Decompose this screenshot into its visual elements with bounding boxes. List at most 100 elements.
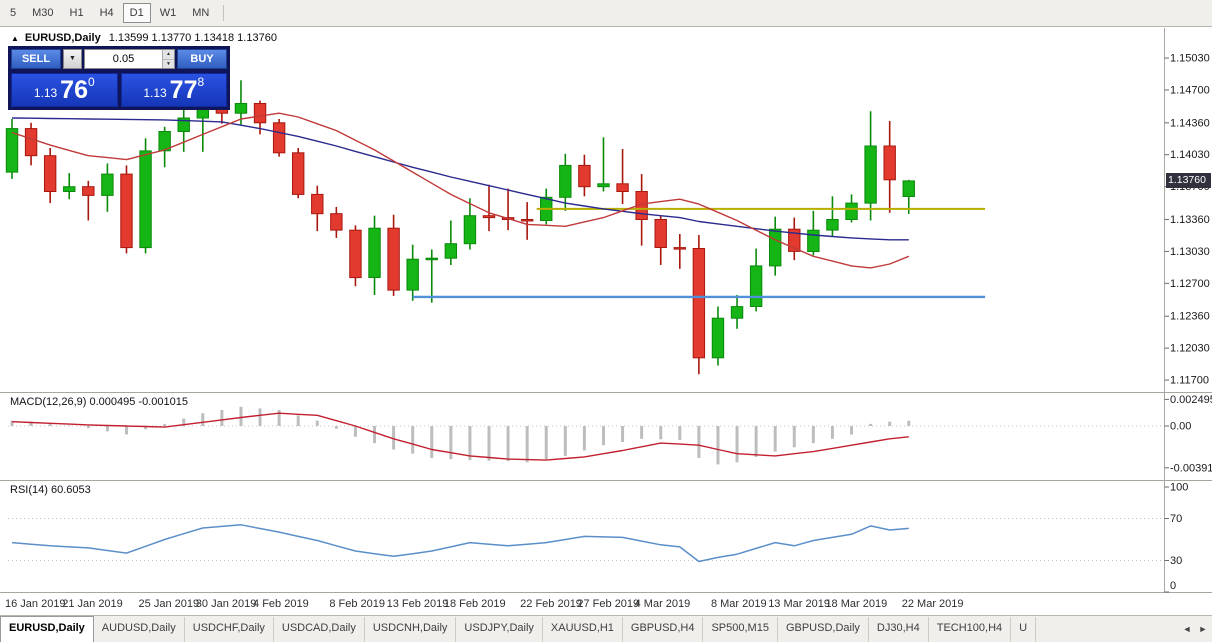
candle-down [253,103,267,124]
candle-up [769,228,782,267]
chart-tabs: EURUSD,Daily AUDUSD,Daily USDCHF,Daily USDC… [0,616,1176,642]
timeframe-button-H1[interactable]: H1 [69,7,84,19]
candle-down [692,248,706,359]
candle-up [5,128,19,173]
tab-scroll-arrows: ◄ ► [1179,620,1211,638]
price-axis-label: 1.14360 [1170,117,1210,129]
scroll-right-icon[interactable]: ► [1198,624,1208,634]
date-label: 30 Jan 2019 [196,598,257,610]
candle-up [597,183,610,188]
candle-down [24,128,38,157]
candle-up [807,229,820,252]
volume-up-icon[interactable]: ▲ [163,50,174,60]
chart-tab-SP500-M15[interactable]: SP500,M15 [703,617,778,642]
candle-down [482,215,496,219]
candle-up [730,306,744,319]
chart-tab-GBPUSD-H4[interactable]: GBPUSD,H4 [623,617,704,642]
timeframe-button-5[interactable]: 5 [10,7,17,19]
sell-price-prefix: 1.13 [33,86,58,100]
chart-tab-USDJPY-Daily[interactable]: USDJPY,Daily [456,617,543,642]
price-axis-label: 1.13360 [1170,214,1210,226]
price-axis-label: 1.12360 [1170,311,1210,323]
chevron-down-icon: ▼ [69,55,76,62]
date-label: 8 Mar 2019 [711,598,767,610]
rsi-line [11,524,909,563]
timeframe-button-M30[interactable]: M30 [32,7,54,19]
date-label: 22 Mar 2019 [902,598,964,610]
date-label: 4 Feb 2019 [253,598,309,610]
date-label: 22 Feb 2019 [520,598,582,610]
order-type-dropdown[interactable]: ▼ [63,49,82,69]
date-label: 18 Feb 2019 [444,598,506,610]
candle-up [826,219,839,231]
candle-down [43,155,57,192]
date-label: 4 Mar 2019 [635,598,691,610]
chart-tab-EURUSD-Daily[interactable]: EURUSD,Daily [0,616,94,642]
chart-tab-GBPUSD-Daily[interactable]: GBPUSD,Daily [778,617,869,642]
candle-up [463,215,477,245]
buy-price-button[interactable]: 1.13 77 8 [120,73,227,107]
timeframe-button-H4[interactable]: H4 [99,7,114,19]
chart-tab-DJ30-H4[interactable]: DJ30,H4 [869,617,929,642]
sell-price-button[interactable]: 1.13 76 0 [11,73,118,107]
candle-up [63,186,76,192]
rsi-axis-label: 70 [1170,513,1182,525]
chart-ohlc-values: 1.13599 1.13770 1.13418 1.13760 [108,32,277,44]
volume-input[interactable] [85,50,162,68]
candle-down [82,186,95,196]
chart-tab-TECH100-H4[interactable]: TECH100,H4 [929,617,1012,642]
candle-up [158,131,171,152]
price-axis-label: 1.12030 [1170,343,1210,355]
chart-symbol-label: EURUSD,Daily [24,32,101,44]
candle-down [120,173,133,249]
chart-tab-USDCAD-Daily[interactable]: USDCAD,Daily [274,617,365,642]
rsi-axis-label: 100 [1170,482,1188,494]
current-price-badge: 1.13760 [1166,173,1211,188]
date-label: 21 Jan 2019 [62,598,123,610]
chart-background [0,28,1212,615]
chart-tab-USDCNH-Daily[interactable]: USDCNH,Daily [365,617,457,642]
volume-down-icon[interactable]: ▼ [163,59,174,68]
scroll-left-icon[interactable]: ◄ [1182,624,1192,634]
price-axis-label: 1.11700 [1170,375,1209,387]
date-label: 13 Mar 2019 [768,598,830,610]
buy-price-sup: 8 [197,75,205,89]
collapse-arrow-icon[interactable]: ▲ [11,33,19,43]
rsi-axis-label: 0 [1170,580,1176,592]
price-axis-label: 1.13030 [1170,246,1210,258]
volume-field: ▲ ▼ [84,49,175,69]
candle-up [749,265,763,307]
candle-down [788,228,801,252]
macd-axis-label: 0.00 [1170,421,1191,433]
candle-up [139,150,152,249]
candles [5,77,915,375]
candle-up [425,257,438,261]
timeframe-button-D1[interactable]: D1 [122,3,151,23]
price-axis-label: 1.14030 [1170,149,1210,161]
chart-tab-AUDUSD-Daily[interactable]: AUDUSD,Daily [94,617,185,642]
date-label: 18 Mar 2019 [825,598,887,610]
candle-down [578,164,591,188]
chart-tab-U[interactable]: U [1011,617,1037,642]
candle-up [864,145,877,204]
one-click-trading-panel: SELL ▼ ▲ ▼ BUY 1.13 76 0 1.13 77 [8,46,230,110]
candle-down [883,145,896,181]
candle-up [101,173,114,196]
candle-up [234,103,248,114]
candle-down [387,227,400,291]
sell-button[interactable]: SELL [11,49,61,69]
chart-tab-XAUUSD-H1[interactable]: XAUUSD,H1 [543,617,623,642]
price-axis-label: 1.12700 [1170,278,1210,290]
candle-down [349,229,362,279]
chart-tab-USDCHF-Daily[interactable]: USDCHF,Daily [185,617,274,642]
rsi-axis-label: 30 [1170,555,1182,567]
candle-up [177,117,190,132]
date-label: 13 Feb 2019 [387,598,449,610]
timeframe-button-MN[interactable]: MN [192,7,210,19]
buy-button[interactable]: BUY [177,49,227,69]
ma-slow-line [11,117,909,241]
timeframe-button-W1[interactable]: W1 [159,7,177,19]
candle-up [559,164,572,198]
